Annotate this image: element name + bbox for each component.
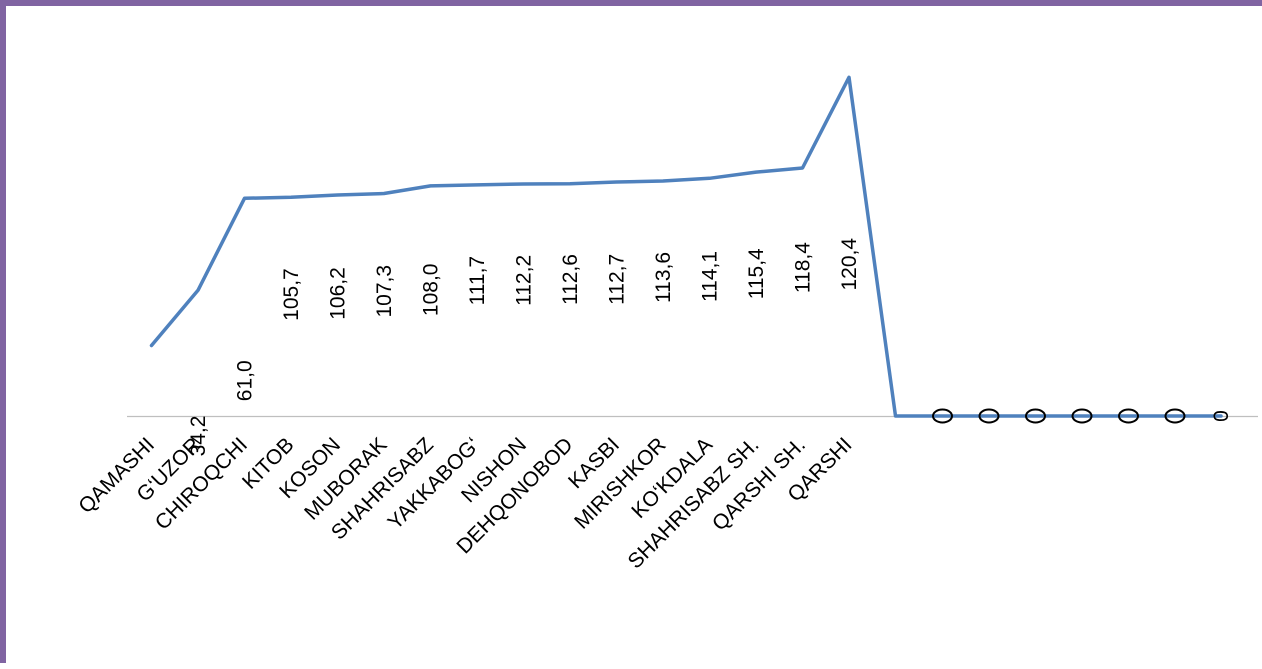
data-label: 111,7 (466, 256, 489, 305)
data-label: 115,4 (745, 248, 768, 299)
data-label: 112,2 (513, 255, 536, 306)
zero-markers-group (932, 408, 1186, 424)
data-label: 114,1 (699, 251, 722, 302)
data-label: 112,6 (559, 254, 582, 305)
zero-marker (932, 408, 953, 424)
zero-marker (1164, 408, 1186, 424)
data-label: 61,0 (234, 360, 257, 401)
data-labels-group: 34,2 61,0 105,7 106,2 107,3 108,0 111,7 112,2 11… (187, 238, 1233, 457)
data-label: 112,7 (606, 254, 629, 305)
data-label: 106,2 (327, 267, 350, 320)
data-label: 120,4 (838, 238, 861, 291)
zero-marker (1025, 408, 1046, 424)
data-label: 105,7 (280, 268, 303, 321)
data-label: 34,2 (187, 416, 210, 457)
data-label: 118,4 (792, 242, 815, 293)
zero-marker (1071, 408, 1093, 424)
series-line-group (149, 75, 1223, 418)
data-label: 107,3 (373, 265, 396, 318)
x-tick-labels-group: QAMASHIG‘UZORCHIROQCHIKITOBKOSONMUBORAKS… (74, 433, 856, 573)
line-chart: 34,2 61,0 105,7 106,2 107,3 108,0 111,7 112,2 11… (74, 75, 1258, 573)
data-label: 113,6 (652, 252, 675, 303)
data-label: 0 (1210, 410, 1233, 422)
data-label: 108,0 (420, 264, 443, 317)
series-line (149, 75, 1223, 418)
zero-marker (1118, 408, 1139, 424)
zero-marker (978, 408, 1000, 424)
